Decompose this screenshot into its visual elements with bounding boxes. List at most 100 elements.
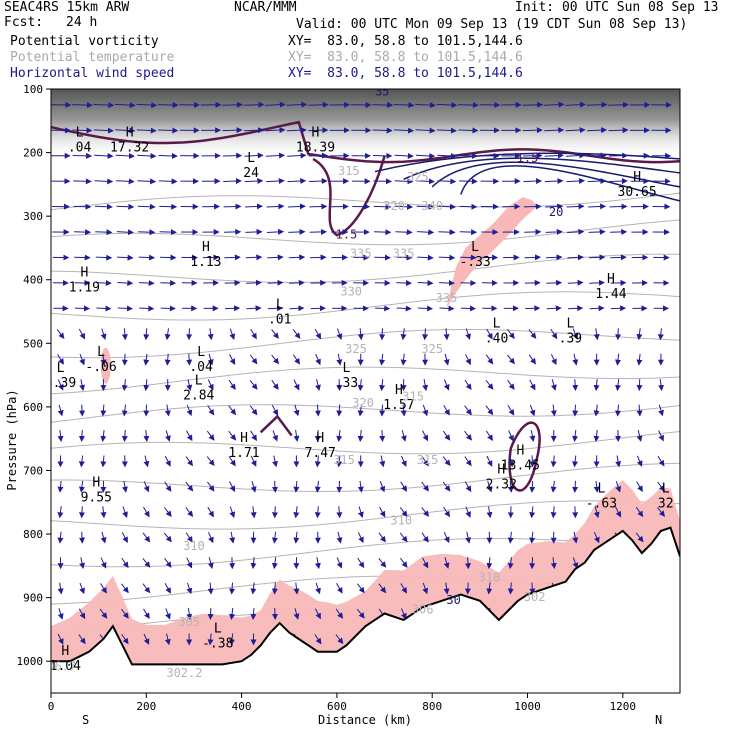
extremum-kind-label: H — [61, 644, 69, 659]
wind-arrow — [229, 506, 236, 518]
wind-arrow — [458, 152, 479, 159]
wind-arrow — [308, 178, 328, 185]
wind-arrow — [460, 254, 477, 261]
wind-arrow — [523, 178, 543, 185]
wind-arrow — [287, 203, 306, 210]
wind-arrow — [143, 633, 150, 645]
wind-arrow — [608, 101, 629, 108]
wind-arrow — [507, 354, 515, 365]
wind-arrow — [222, 152, 243, 159]
wind-arrow — [310, 254, 327, 261]
wind-arrow — [293, 404, 300, 417]
wind-arrow — [57, 354, 64, 365]
y-tick-label: 200 — [23, 147, 43, 160]
wind-arrow — [636, 429, 643, 442]
wind-arrow — [100, 531, 107, 544]
wind-arrow — [78, 455, 85, 468]
wind-arrow — [74, 254, 91, 261]
wind-arrow — [159, 229, 177, 236]
wind-arrow — [336, 429, 343, 442]
wind-arrow — [565, 127, 586, 134]
wind-arrow — [528, 329, 537, 339]
wind-arrow — [357, 379, 364, 392]
field-xy-wind: XY= 83.0, 58.8 to 101.5,144.6 — [288, 66, 523, 81]
wind-arrow — [374, 254, 391, 261]
extremum-kind-label: H — [516, 444, 524, 459]
wind-arrow — [507, 582, 514, 595]
wind-arrow — [94, 178, 114, 185]
wind-arrow — [415, 102, 436, 109]
wind-arrow — [143, 379, 150, 392]
wind-arrow — [229, 328, 236, 340]
center-title: NCAR/MMM — [234, 0, 297, 15]
wind-arrow — [121, 328, 128, 341]
wind-arrow — [229, 531, 236, 544]
wind-arrow — [636, 353, 643, 366]
wind-arrow — [293, 506, 300, 519]
field-label-theta: Potential temperature — [10, 50, 175, 65]
extremum-value-label: 17.32 — [110, 141, 149, 156]
stratosphere-shading — [51, 89, 680, 159]
wind-arrow — [437, 178, 457, 185]
wind-arrow — [207, 353, 214, 366]
wind-arrow — [396, 305, 412, 312]
wind-arrow — [567, 254, 584, 261]
wind-arrow — [309, 203, 328, 210]
extremum-value-label: -.06 — [85, 360, 116, 375]
wind-arrow — [271, 405, 279, 416]
extremum-kind-label: L — [197, 345, 205, 360]
wind-arrow — [57, 582, 64, 595]
extremum-kind-label: H — [92, 475, 100, 490]
wind-arrow — [293, 582, 300, 595]
extremum-value-label: 1.13 — [190, 255, 221, 270]
wind-arrow — [94, 152, 114, 159]
wind-arrow — [336, 328, 343, 340]
wind-arrow — [464, 481, 472, 493]
wind-arrow — [78, 506, 85, 519]
wind-arrow — [223, 178, 242, 185]
wind-arrow — [357, 480, 364, 493]
extremum-kind-label: L — [597, 482, 605, 497]
wind-arrow — [93, 127, 114, 134]
wind-arrow — [438, 229, 456, 236]
wind-arrow — [314, 608, 321, 620]
wind-arrow — [379, 506, 386, 518]
wind-arrow — [117, 305, 133, 312]
init-time: Init: 00 UTC Sun 08 Sep 13 — [515, 0, 719, 15]
wind-arrow — [79, 557, 85, 569]
x-tick-label: 1000 — [514, 700, 541, 713]
wind-arrow — [314, 557, 321, 570]
wind-arrow — [100, 430, 107, 442]
wind-arrow — [266, 203, 285, 210]
wind-arrow — [250, 557, 257, 570]
wind-arrow — [121, 532, 128, 543]
extremum-kind-label: L — [566, 316, 574, 331]
wind-arrow — [223, 203, 242, 210]
wind-arrow — [99, 608, 108, 619]
wind-arrow — [56, 329, 65, 340]
wind-arrow — [486, 557, 493, 570]
wind-arrow — [524, 228, 542, 235]
wind-arrow — [550, 480, 557, 493]
plot-frame — [50, 88, 681, 694]
wind-arrow — [657, 328, 664, 341]
wind-arrow — [543, 101, 565, 108]
wind-arrow — [228, 456, 236, 467]
wind-arrow — [443, 379, 450, 391]
wind-arrow — [250, 430, 257, 442]
wind-arrow — [244, 178, 264, 185]
wind-arrow — [507, 531, 514, 544]
wind-arrow — [164, 507, 172, 517]
x-tick-label: 600 — [327, 700, 347, 713]
wind-arrow — [507, 557, 514, 570]
wind-arrow — [588, 203, 607, 210]
wind-arrow — [421, 481, 430, 492]
wind-arrow — [186, 608, 193, 620]
wind-arrow — [185, 456, 193, 467]
wind-arrow — [372, 152, 393, 159]
x-tick-label: 0 — [48, 700, 55, 713]
wind-arrow — [336, 531, 343, 544]
wind-arrow — [287, 152, 307, 159]
wind-arrow — [186, 404, 193, 417]
left-endpoint-label: S — [82, 713, 89, 727]
